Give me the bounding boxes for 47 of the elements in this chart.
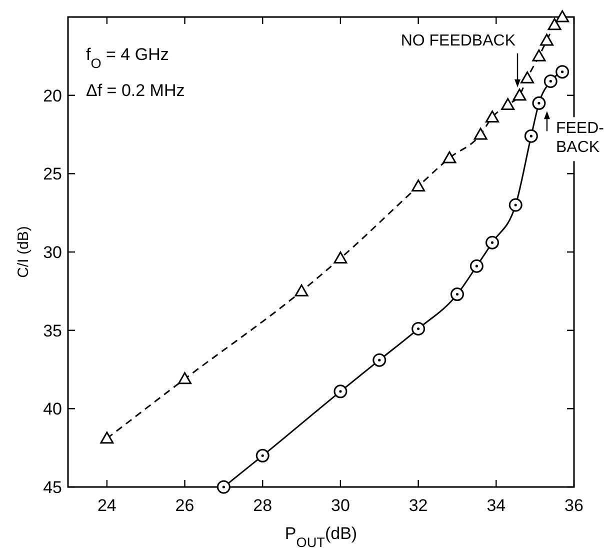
point [334,384,348,398]
point [556,10,570,22]
y-tick-label: 45 [43,478,62,497]
point [501,98,515,110]
annotation: f$_{O}$ = 4 GHz [86,45,169,70]
point [470,259,484,273]
point [540,34,554,46]
annotation: NO FEEDBACK [400,32,516,50]
point [216,480,230,494]
y-tick-label: 35 [43,321,62,340]
x-tick-label: 30 [331,496,350,515]
point [450,288,464,302]
point [442,151,456,164]
point [100,432,114,444]
point [178,372,192,384]
point [524,129,538,143]
y-tick-label: 30 [43,242,62,262]
point [532,96,546,110]
point [334,252,348,264]
point [556,65,570,79]
x-tick-label: 32 [408,496,428,515]
y-tick-label: 40 [43,400,62,419]
point [294,284,308,296]
point [544,74,558,88]
point [512,88,526,101]
x-tick-label: 36 [564,496,584,515]
y-tick-label: 20 [43,86,62,106]
point [412,322,426,336]
point [520,71,534,84]
point [256,448,270,462]
point [474,128,488,140]
point [548,18,562,30]
point [486,236,500,250]
y-axis-title: C/I (dB) [15,226,32,278]
annotation: Δf = 0.2 MHz [86,81,185,100]
x-tick-label: 34 [486,496,506,515]
point [508,198,522,212]
point [372,353,386,367]
x-tick-label: 26 [175,496,194,515]
point [412,179,426,192]
point [532,49,546,62]
x-tick-label: 28 [253,496,272,515]
y-tick-label: 25 [43,164,62,184]
x-axis-title: P$_{OUT}$(dB) [284,524,358,550]
point [486,110,500,123]
x-tick-label: 24 [97,496,116,515]
annotation: FEED-BACK [556,120,604,156]
